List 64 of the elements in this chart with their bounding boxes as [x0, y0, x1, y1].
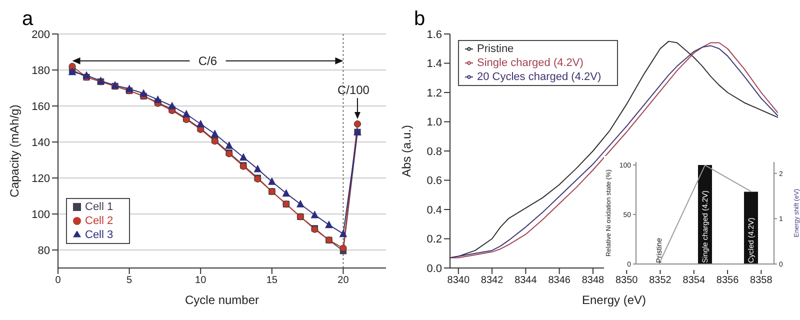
point	[254, 164, 262, 172]
point	[182, 110, 190, 118]
y-tick-label: 160	[32, 100, 50, 113]
point	[196, 120, 205, 128]
point	[325, 220, 333, 228]
point	[268, 177, 276, 185]
y-tick-label: 1.2	[426, 87, 442, 100]
x-tick-label: 8346	[548, 275, 571, 286]
point	[239, 153, 248, 161]
x-tick-label: 5	[126, 275, 133, 286]
y-tick-label: 120	[32, 172, 50, 185]
y-axis-title: Capacity (mAh/g)	[7, 104, 22, 198]
x-axis-title: Energy (eV)	[582, 293, 646, 307]
y-axis-title: Abs (a.u.)	[399, 124, 414, 178]
y-tick-label: 1.6	[426, 28, 442, 41]
point	[140, 89, 148, 97]
x-tick-label: 8352	[649, 275, 672, 286]
x-tick-label: 8348	[582, 275, 605, 286]
point	[354, 120, 362, 128]
x-tick-label: 0	[55, 275, 62, 286]
y-tick-label: 1.0	[426, 116, 442, 129]
y-tick-label: 140	[32, 136, 50, 149]
y-tick-label: 100	[32, 208, 50, 221]
y-tick-label: 1.4	[426, 58, 442, 70]
x-tick-label: 10	[195, 275, 207, 286]
point	[225, 141, 234, 149]
legend-label: 20 Cycles charged (4.2V)	[477, 71, 602, 83]
point	[82, 71, 90, 79]
point	[168, 102, 176, 110]
y-tick-label: 180	[32, 64, 50, 77]
x-tick-label: 8358	[750, 275, 773, 286]
y-tick-label: 0.4	[426, 204, 442, 216]
x-tick-label: 20	[338, 275, 350, 286]
legend-label: Cell 1	[85, 201, 114, 213]
y-tick-label: 0.2	[426, 234, 442, 246]
chart-title: b	[414, 8, 426, 31]
legend-label: Pristine	[477, 43, 514, 55]
x-tick-label: 15	[266, 275, 278, 286]
x-axis-title: Cycle number	[184, 293, 260, 307]
point	[210, 130, 219, 138]
point	[310, 210, 319, 218]
point	[339, 230, 348, 238]
x-tick-label: 8344	[514, 275, 538, 286]
y-tick-label: 200	[32, 28, 50, 41]
chart-title: a	[22, 8, 34, 30]
y-tick-label: 0.0	[426, 262, 442, 275]
point	[154, 95, 162, 103]
x-tick-label: 8340	[447, 275, 470, 286]
point	[340, 244, 347, 252]
legend-label: Cell 2	[85, 215, 114, 227]
y-tick-label: 0.6	[426, 175, 442, 188]
point	[282, 189, 290, 197]
y-tick-label: 80	[38, 244, 50, 257]
x-tick-label: 8356	[716, 275, 740, 286]
x-tick-label: 8342	[480, 275, 504, 286]
legend-label: Single charged (4.2V)	[477, 57, 584, 69]
legend-label: Cell 3	[85, 229, 114, 241]
point	[125, 84, 134, 92]
annotation: C/100	[337, 83, 370, 97]
x-tick-label: 8350	[615, 275, 638, 286]
annotation: C/6	[198, 54, 218, 68]
x-tick-label: 8354	[682, 275, 706, 286]
y-tick-label: 0.8	[426, 146, 442, 158]
point	[296, 200, 304, 208]
